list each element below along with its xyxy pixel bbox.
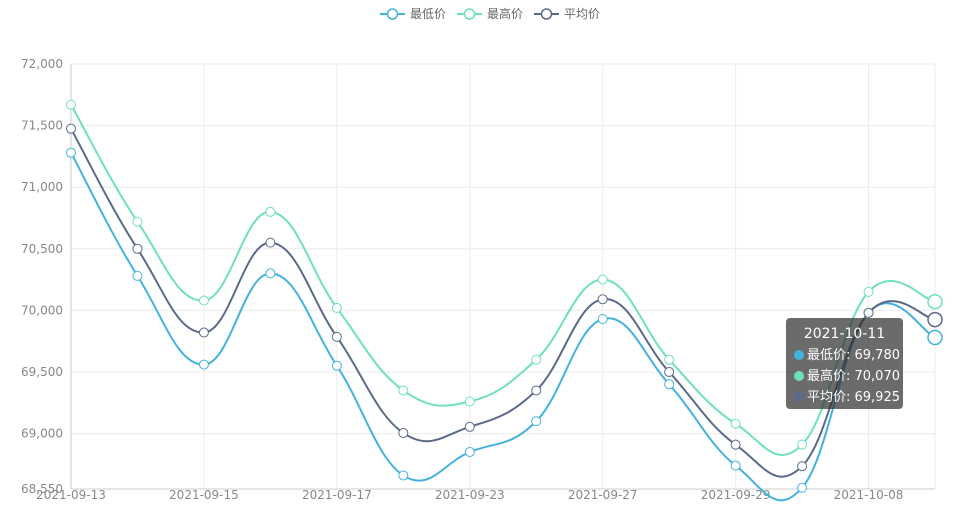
- data-point-min[interactable]: [797, 482, 808, 493]
- data-point-max[interactable]: [66, 99, 76, 110]
- legend-label-min[interactable]: 最低价: [410, 7, 446, 21]
- y-tick-label: 72,000: [21, 57, 63, 71]
- data-point-min[interactable]: [132, 270, 143, 281]
- data-point-max[interactable]: [265, 206, 276, 217]
- data-point-min[interactable]: [531, 416, 542, 427]
- data-point-min[interactable]: [730, 460, 741, 471]
- y-tick-label: 68,550: [21, 482, 63, 496]
- data-point-avg[interactable]: [927, 311, 943, 328]
- y-axis: 68,550 69,000 69,500 70,000 70,500 71,000 71,5…: [21, 57, 72, 496]
- x-tick-label: 2021-09-15: [169, 488, 239, 502]
- data-point-min[interactable]: [597, 314, 608, 324]
- data-point-min[interactable]: [198, 359, 209, 370]
- data-point-max[interactable]: [863, 286, 874, 297]
- data-point-avg[interactable]: [198, 327, 209, 338]
- x-tick-label: 2021-09-17: [302, 488, 372, 502]
- x-tick-label: 2021-09-29: [701, 488, 771, 502]
- y-tick-label: 71,000: [21, 180, 63, 194]
- x-axis: 2021-09-13 2021-09-15 2021-09-17 2021-09-23…: [36, 488, 935, 502]
- data-tooltip: 2021-10-11 最低价: 69,780 最高价: 70,070 平均价: …: [786, 318, 903, 409]
- legend-label-max[interactable]: 最高价: [487, 6, 523, 21]
- data-point-min[interactable]: [664, 379, 675, 390]
- data-point-avg[interactable]: [664, 366, 675, 377]
- data-point-avg[interactable]: [398, 427, 409, 438]
- data-point-min[interactable]: [927, 329, 943, 346]
- data-point-max[interactable]: [398, 385, 409, 396]
- x-tick-label: 2021-09-27: [568, 488, 638, 502]
- data-point-max[interactable]: [198, 295, 209, 306]
- data-point-avg[interactable]: [597, 294, 608, 305]
- data-point-min[interactable]: [398, 470, 409, 481]
- data-point-max[interactable]: [531, 354, 542, 365]
- data-point-avg[interactable]: [464, 421, 475, 432]
- tooltip-dot-max: [794, 371, 804, 381]
- data-point-avg[interactable]: [265, 237, 276, 248]
- data-point-min[interactable]: [265, 268, 276, 279]
- tooltip-title: 2021-10-11: [803, 326, 886, 342]
- data-point-max[interactable]: [464, 396, 475, 407]
- tooltip-label-avg: 平均价: 69,925: [807, 390, 900, 405]
- data-point-max[interactable]: [132, 216, 143, 227]
- data-point-avg[interactable]: [863, 307, 874, 318]
- grid-lines: [70, 63, 936, 490]
- legend-marker-avg[interactable]: [540, 8, 553, 20]
- legend-marker-min[interactable]: [386, 8, 399, 20]
- data-point-max[interactable]: [730, 418, 741, 429]
- legend: 最低价 最高价 平均价: [380, 6, 600, 21]
- data-point-max[interactable]: [797, 439, 808, 450]
- x-tick-label: 2021-09-23: [435, 488, 505, 502]
- data-point-avg[interactable]: [797, 461, 808, 472]
- y-tick-label: 69,500: [21, 365, 63, 379]
- series-points: [66, 99, 943, 493]
- data-point-max[interactable]: [331, 302, 342, 313]
- data-point-avg[interactable]: [66, 123, 76, 134]
- data-point-min[interactable]: [464, 447, 475, 458]
- legend-label-avg[interactable]: 平均价: [564, 7, 600, 21]
- tooltip-row-min: 最低价: 69,780: [794, 345, 900, 366]
- y-tick-label: 70,000: [21, 303, 63, 317]
- tooltip-row-max: 最高价: 70,070: [794, 366, 900, 387]
- x-tick-label: 2021-10-08: [834, 488, 904, 502]
- data-point-max[interactable]: [927, 294, 943, 310]
- tooltip-label-min: 最低价: 69,780: [807, 348, 900, 363]
- data-point-min[interactable]: [331, 360, 342, 371]
- data-point-min[interactable]: [66, 147, 76, 158]
- tooltip-label-max: 最高价: 70,070: [807, 369, 900, 384]
- data-point-avg[interactable]: [531, 385, 542, 396]
- x-tick-label: 2021-09-13: [36, 488, 106, 502]
- tooltip-row-avg: 平均价: 69,925: [794, 387, 900, 408]
- data-point-max[interactable]: [597, 274, 608, 285]
- tooltip-dot-min: [794, 350, 804, 360]
- data-point-avg[interactable]: [730, 439, 741, 450]
- data-point-avg[interactable]: [331, 331, 342, 342]
- y-tick-label: 70,500: [21, 242, 63, 256]
- legend-marker-max[interactable]: [463, 8, 476, 20]
- data-point-avg[interactable]: [132, 243, 143, 254]
- y-tick-label: 71,500: [21, 119, 63, 133]
- y-tick-label: 69,000: [21, 427, 63, 441]
- tooltip-dot-avg: [794, 392, 804, 402]
- data-point-max[interactable]: [664, 354, 675, 365]
